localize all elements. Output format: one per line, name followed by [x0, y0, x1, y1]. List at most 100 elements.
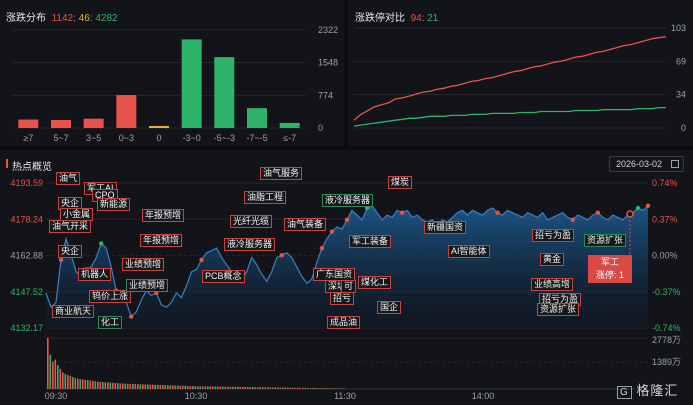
right-axis-label: -0.74% — [652, 323, 681, 333]
volume-bar — [139, 384, 142, 389]
volume-bar — [114, 382, 117, 389]
callout-dot — [626, 210, 634, 218]
volume-bar — [254, 387, 257, 389]
limit-compare-title: 涨跌停对比 94: 21 — [355, 13, 439, 24]
hot-tag[interactable]: 业绩预增 — [122, 258, 165, 271]
volume-bar — [192, 386, 194, 389]
volume-bar — [74, 377, 77, 389]
hot-tag[interactable]: 年报预增 — [142, 209, 185, 222]
volume-bar — [257, 387, 259, 389]
date-picker[interactable]: 2026-03-02 — [609, 156, 684, 172]
volume-bar — [292, 387, 294, 389]
hot-tag[interactable]: 年报预增 — [140, 234, 183, 247]
bar — [116, 95, 137, 128]
hot-tag[interactable]: 液冷服务器 — [322, 194, 374, 207]
volume-bar — [242, 386, 244, 389]
y-tick-label: 1548 — [318, 58, 338, 68]
y-tick-label: 34 — [676, 90, 686, 100]
hot-tag[interactable]: 化工 — [98, 316, 123, 329]
volume-bar — [324, 388, 327, 389]
hot-tag[interactable]: 油气 — [56, 172, 81, 185]
distribution-bar-chart: 2322 1548 774 0 ≥7 5~7 3~5 0~3 0 -3~0 -5~-3 -7~-5 ≤-… — [12, 25, 338, 143]
bar — [18, 119, 39, 128]
volume-bar — [204, 386, 207, 389]
event-dot — [495, 210, 500, 215]
event-dot — [199, 257, 204, 263]
hot-tag[interactable]: 机器人 — [78, 268, 112, 281]
hot-overview-title: 热点概览 — [12, 162, 52, 173]
volume-bar — [122, 383, 124, 389]
volume-bar — [247, 387, 249, 389]
volume-bar — [322, 388, 324, 389]
hot-tag[interactable]: 煤炭 — [388, 176, 413, 189]
volume-tick: 2778万 — [652, 335, 681, 345]
volume-bar — [309, 387, 312, 389]
index-area — [46, 205, 648, 328]
volume-bar — [332, 388, 334, 389]
bar — [51, 119, 71, 128]
left-axis-label: 4132.17 — [10, 323, 43, 333]
hot-tag[interactable]: 业绩预增 — [126, 279, 169, 292]
volume-bar — [129, 383, 132, 389]
hot-tag[interactable]: 资源扩张 — [584, 234, 627, 247]
hot-tag[interactable]: 商业航天 — [52, 305, 95, 318]
series-line — [353, 36, 667, 121]
volume-bar — [154, 384, 157, 389]
volume-bar — [297, 387, 299, 389]
hot-tag[interactable]: 成品油 — [327, 316, 361, 329]
hot-tag[interactable]: 油气服务 — [260, 167, 303, 180]
x-tick-label: 5~7 — [53, 133, 68, 143]
x-tick-label: 0 — [156, 133, 161, 143]
volume-bar — [299, 387, 302, 389]
volume-bar — [197, 386, 199, 389]
hot-tag[interactable]: 液冷服务器 — [224, 238, 276, 251]
hot-tag[interactable]: 黄金 — [540, 253, 565, 266]
up-count: 1142 — [51, 13, 74, 24]
limit-compare-panel: 涨跌停对比 94: 21 103 69 34 0 — [348, 0, 693, 146]
volume-bar — [182, 385, 184, 389]
hot-tag[interactable]: 油脂工程 — [244, 191, 287, 204]
volume-bar — [107, 382, 109, 389]
hot-tag[interactable]: 油气装备 — [284, 218, 327, 231]
event-dot — [570, 217, 575, 223]
hot-tag[interactable]: 央企 — [58, 245, 83, 258]
volume-bar — [234, 386, 237, 389]
volume-bar — [144, 384, 147, 389]
event-dot — [595, 210, 601, 215]
hot-tag[interactable]: 招亏为盈 — [532, 229, 575, 242]
hot-tag[interactable]: 光纤光缆 — [230, 215, 273, 228]
volume-bar — [202, 386, 204, 389]
volume-bar — [94, 381, 97, 389]
volume-bar — [52, 361, 54, 389]
hot-tag[interactable]: 招亏 — [330, 292, 355, 305]
volume-bar — [137, 384, 139, 389]
hot-tag[interactable]: 新疆国资 — [424, 221, 467, 234]
volume-bar — [62, 372, 64, 389]
hot-tag[interactable]: 油气开采 — [49, 220, 92, 233]
event-dot — [98, 241, 104, 246]
volume-bar — [244, 386, 247, 389]
volume-bar — [239, 386, 242, 389]
volume-bar — [224, 386, 227, 389]
hot-tag[interactable]: PCB概念 — [202, 270, 245, 283]
hot-tag[interactable]: 钨价上涨 — [89, 290, 132, 303]
volume-bar — [169, 385, 172, 389]
hot-tag[interactable]: 煤化工 — [358, 276, 392, 289]
x-tick-label: 0~3 — [119, 133, 134, 143]
hot-tag[interactable]: 新能源 — [97, 198, 131, 211]
volume-bar — [69, 376, 72, 389]
hot-tag[interactable]: 国企 — [377, 301, 402, 314]
hot-tag[interactable]: 业绩高增 — [531, 278, 574, 291]
limit-down-count: 21 — [427, 13, 439, 24]
x-tick-label: ≥7 — [23, 133, 33, 143]
hot-tag[interactable]: 军工装备 — [349, 235, 392, 248]
volume-bar — [302, 387, 304, 389]
hot-tag[interactable]: AI智能体 — [448, 245, 490, 258]
volume-bar — [219, 386, 222, 389]
y-tick-label: 0 — [681, 123, 686, 133]
series-line — [353, 106, 666, 127]
volume-bar — [57, 365, 59, 389]
time-tick: 09:30 — [45, 391, 68, 401]
volume-bar — [232, 386, 234, 389]
hot-tag[interactable]: 资源扩张 — [537, 303, 580, 316]
